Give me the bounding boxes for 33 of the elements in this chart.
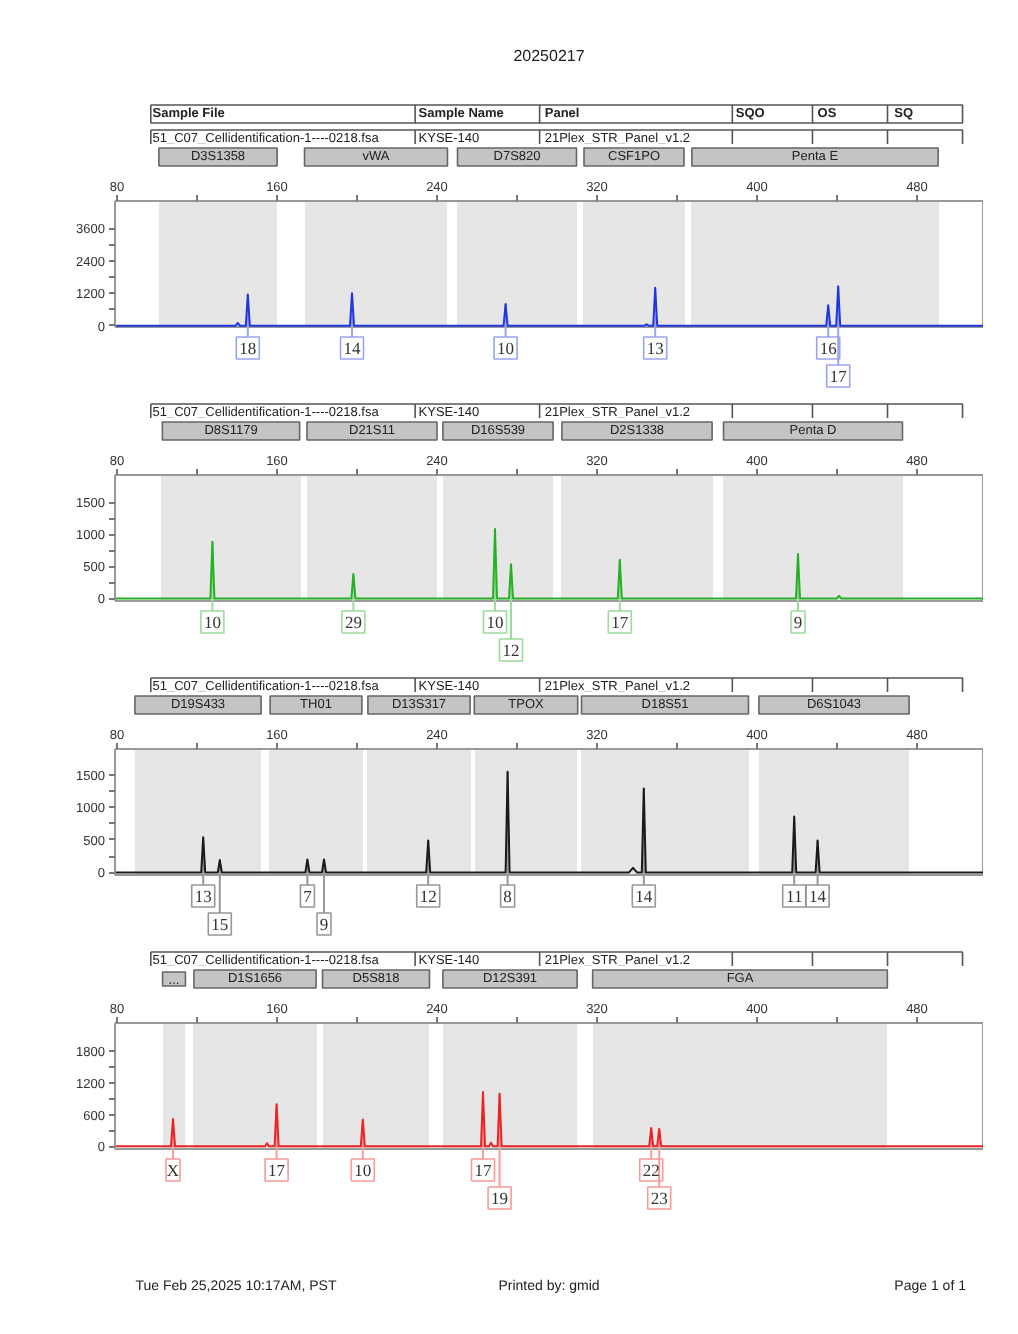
annotation: 12	[502, 640, 520, 660]
annotation: 14	[343, 338, 362, 358]
annotation: 15	[211, 914, 229, 934]
annotation: 7	[303, 886, 312, 906]
annotation: 17	[829, 366, 847, 386]
line-series	[115, 770, 983, 874]
annotation: 14	[635, 886, 654, 906]
annotation: 29	[344, 612, 362, 632]
annotation: 23	[650, 1188, 668, 1208]
text: 20250217	[513, 47, 586, 65]
annotation: 9	[319, 914, 329, 934]
annotation: 17	[474, 1160, 492, 1180]
line-series	[115, 1091, 983, 1148]
annotation: 12	[419, 886, 437, 906]
annotation: 10	[497, 338, 515, 358]
annotation: 13	[646, 338, 664, 358]
annotation: 17	[268, 1160, 286, 1180]
annotation: 10	[203, 612, 221, 632]
annotation: 8	[503, 886, 512, 906]
annotation: 10	[354, 1160, 372, 1180]
annotation: 18	[239, 338, 257, 358]
line-series	[115, 285, 983, 327]
annotation: 17	[611, 612, 629, 632]
annotation: 13	[194, 886, 212, 906]
annotation: 11	[786, 886, 803, 906]
annotation: 9	[793, 612, 803, 632]
annotation: 10	[486, 612, 504, 632]
annotation: 19	[491, 1188, 509, 1208]
annotation: X	[166, 1160, 180, 1180]
annotation: 14	[809, 886, 828, 906]
annotation: 22	[642, 1160, 660, 1180]
line-series	[115, 528, 983, 600]
annotation: 16	[819, 338, 837, 358]
